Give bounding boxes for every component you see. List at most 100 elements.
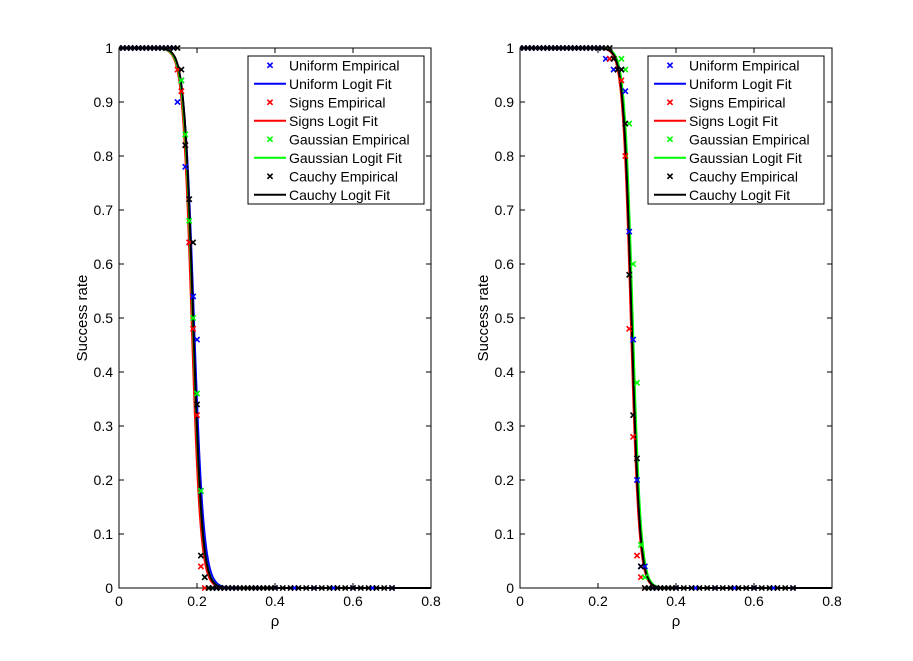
- legend-marker-uniform-empirical: [666, 62, 674, 69]
- marker-stroke: [626, 325, 633, 332]
- data-point-cauchy-empirical: [342, 584, 349, 592]
- data-point-signs-empirical: [622, 152, 629, 160]
- legend-label: Gaussian Empirical: [289, 131, 410, 147]
- data-point-cauchy-empirical: [719, 584, 726, 592]
- data-point-cauchy-empirical: [182, 142, 189, 149]
- data-point-cauchy-empirical: [326, 584, 333, 592]
- marker-stroke: [626, 228, 633, 235]
- marker-stroke: [782, 584, 789, 592]
- marker-stroke: [201, 574, 208, 581]
- data-point-cauchy-empirical: [310, 584, 318, 592]
- y-tick-label: 1: [105, 40, 113, 56]
- data-point-cauchy-empirical: [606, 44, 613, 52]
- data-point-gaussian-empirical: [186, 217, 193, 224]
- legend-label: Signs Empirical: [289, 94, 385, 110]
- y-tick-label: 0.6: [495, 256, 515, 272]
- legend-label: Signs Logit Fit: [289, 113, 378, 129]
- marker-stroke: [193, 390, 201, 397]
- x-tick-label: 0.4: [666, 593, 686, 609]
- data-point-uniform-empirical: [174, 98, 181, 106]
- series-points-cauchy-empirical: [520, 44, 797, 592]
- marker-stroke: [618, 77, 625, 84]
- data-point-signs-empirical: [626, 325, 633, 332]
- data-point-cauchy-empirical: [626, 271, 633, 278]
- data-point-cauchy-empirical: [758, 584, 765, 592]
- marker-stroke: [672, 584, 680, 592]
- y-tick-label: 0.6: [94, 256, 114, 272]
- data-point-cauchy-empirical: [279, 584, 286, 592]
- marker-stroke: [318, 584, 325, 592]
- data-point-cauchy-empirical: [189, 239, 197, 246]
- marker-stroke: [688, 584, 695, 592]
- data-point-cauchy-empirical: [318, 584, 325, 592]
- marker-stroke: [666, 99, 674, 106]
- legend-label: Gaussian Logit Fit: [289, 150, 402, 166]
- legend: Uniform Empirical Uniform Logit Fit Signs …: [247, 55, 425, 205]
- data-point-uniform-empirical: [633, 476, 641, 484]
- marker-stroke: [704, 584, 711, 592]
- data-point-cauchy-empirical: [174, 44, 181, 52]
- marker-stroke: [606, 44, 613, 52]
- plot-area: [520, 44, 832, 592]
- legend-marker-cauchy-empirical: [266, 173, 274, 180]
- marker-stroke: [178, 88, 185, 95]
- marker-stroke: [735, 584, 742, 592]
- data-point-uniform-empirical: [189, 293, 197, 300]
- data-point-signs-empirical: [633, 552, 641, 559]
- marker-stroke: [666, 62, 674, 69]
- data-point-cauchy-empirical: [750, 584, 758, 592]
- plot-area: [119, 44, 431, 592]
- legend-label: Cauchy Empirical: [289, 168, 398, 184]
- data-point-gaussian-empirical: [197, 487, 205, 494]
- data-point-uniform-empirical: [629, 336, 637, 343]
- marker-stroke: [326, 584, 333, 592]
- marker-stroke: [182, 163, 189, 170]
- y-tick-label: 0.2: [94, 472, 114, 488]
- x-tick-label: 0.8: [421, 593, 441, 609]
- legend-label: Uniform Logit Fit: [289, 76, 392, 92]
- data-point-cauchy-empirical: [743, 584, 750, 592]
- legend-marker-signs-empirical: [266, 99, 274, 106]
- data-point-gaussian-empirical: [637, 541, 645, 548]
- marker-stroke: [680, 584, 687, 592]
- marker-stroke: [197, 552, 205, 559]
- marker-stroke: [633, 379, 641, 386]
- data-point-cauchy-empirical: [680, 584, 687, 592]
- marker-stroke: [334, 584, 341, 592]
- legend-label: Uniform Empirical: [289, 57, 399, 73]
- y-tick-label: 0.7: [94, 202, 114, 218]
- y-tick-label: 0.5: [94, 310, 114, 326]
- marker-stroke: [618, 55, 625, 62]
- marker-stroke: [727, 584, 734, 592]
- data-point-gaussian-empirical: [629, 260, 637, 268]
- x-axis-label: ρ: [672, 613, 681, 630]
- x-tick-label: 0.6: [744, 593, 764, 609]
- data-point-gaussian-empirical: [178, 77, 185, 84]
- y-tick-label: 1: [506, 40, 514, 56]
- y-tick-label: 0.8: [94, 148, 114, 164]
- y-tick-label: 0.5: [495, 310, 515, 326]
- data-point-cauchy-empirical: [637, 563, 645, 570]
- marker-stroke: [766, 584, 773, 592]
- marker-stroke: [310, 584, 318, 592]
- legend-marker-signs-empirical: [666, 99, 674, 106]
- marker-stroke: [622, 152, 629, 160]
- marker-stroke: [622, 88, 629, 95]
- data-point-cauchy-empirical: [193, 401, 201, 408]
- data-point-cauchy-empirical: [696, 584, 703, 592]
- marker-stroke: [789, 584, 797, 592]
- y-tick-label: 0.9: [495, 94, 515, 110]
- marker-stroke: [178, 77, 185, 84]
- y-tick-label: 0.4: [94, 364, 114, 380]
- marker-stroke: [618, 66, 625, 73]
- marker-stroke: [193, 336, 201, 343]
- marker-stroke: [388, 584, 396, 592]
- y-tick-label: 0: [105, 580, 113, 596]
- marker-stroke: [186, 217, 193, 224]
- data-point-cauchy-empirical: [735, 584, 742, 592]
- marker-stroke: [342, 584, 349, 592]
- legend-marker-gaussian-empirical: [666, 136, 674, 143]
- data-point-cauchy-empirical: [688, 584, 695, 592]
- data-point-cauchy-empirical: [727, 584, 734, 592]
- y-tick-label: 0.9: [94, 94, 114, 110]
